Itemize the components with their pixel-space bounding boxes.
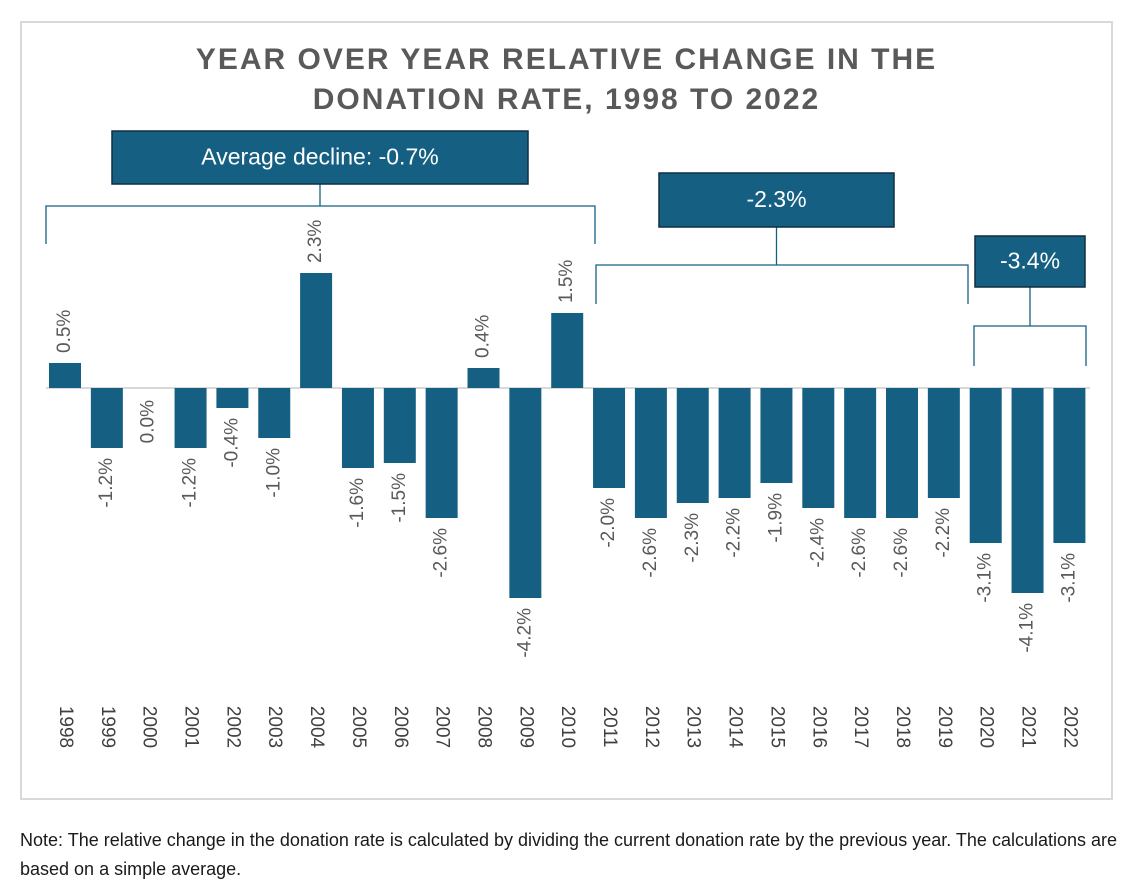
bar-2003 bbox=[258, 388, 291, 438]
bar-2007 bbox=[425, 388, 458, 518]
x-tick-label-2021: 2021 bbox=[1018, 706, 1039, 748]
bar-2020 bbox=[969, 388, 1002, 543]
x-tick-label-2022: 2022 bbox=[1059, 706, 1080, 748]
x-tick-label-2008: 2008 bbox=[473, 706, 494, 748]
data-label-2014: -2.2% bbox=[724, 508, 745, 558]
annotation-1-label: Average decline: -0.7% bbox=[201, 144, 438, 170]
x-tick-label-2010: 2010 bbox=[557, 706, 578, 748]
bar-2005 bbox=[341, 388, 374, 468]
x-tick-label-2013: 2013 bbox=[683, 706, 704, 748]
x-tick-label-2016: 2016 bbox=[808, 706, 829, 748]
annotation-3-box bbox=[974, 235, 1086, 288]
bar-2009 bbox=[509, 388, 542, 598]
x-tick-label-2007: 2007 bbox=[432, 706, 453, 748]
bar-2015 bbox=[760, 388, 793, 483]
x-tick-label-1998: 1998 bbox=[55, 706, 76, 748]
data-label-2016: -2.4% bbox=[807, 518, 828, 568]
chart-title: YEAR OVER YEAR RELATIVE CHANGE IN THE DO… bbox=[0, 40, 1133, 120]
x-tick-label-2020: 2020 bbox=[976, 706, 997, 748]
data-label-1998: 0.5% bbox=[54, 310, 75, 353]
x-tick-label-2011: 2011 bbox=[599, 707, 620, 748]
bar-chart: 0.5% 1998 -1.2% 1999 0.0% 2000 -1.2% 2001 -0.4% 2… bbox=[45, 130, 1090, 749]
bar-2021 bbox=[1011, 388, 1044, 593]
bar-2016 bbox=[802, 388, 835, 508]
bar-2014 bbox=[718, 388, 751, 498]
annotation-3-label: -3.4% bbox=[1000, 248, 1060, 274]
data-label-2018: -2.6% bbox=[891, 528, 912, 578]
bar-1999 bbox=[90, 388, 123, 448]
x-tick-label-2000: 2000 bbox=[139, 706, 160, 748]
x-tick-label-2002: 2002 bbox=[222, 706, 243, 748]
x-tick-label-2001: 2001 bbox=[181, 706, 202, 748]
x-tick-label-2003: 2003 bbox=[264, 706, 285, 748]
data-label-2015: -1.9% bbox=[765, 493, 786, 543]
x-tick-label-2012: 2012 bbox=[641, 706, 662, 748]
bar-2004 bbox=[300, 273, 333, 388]
data-label-2007: -2.6% bbox=[431, 528, 452, 578]
x-tick-label-2015: 2015 bbox=[766, 706, 787, 748]
x-tick-label-2004: 2004 bbox=[306, 706, 327, 749]
annotation-2-label: -2.3% bbox=[746, 186, 806, 212]
bar-2011 bbox=[593, 388, 626, 488]
x-tick-label-2017: 2017 bbox=[850, 706, 871, 748]
data-label-2000: 0.0% bbox=[138, 400, 159, 443]
bar-2019 bbox=[927, 388, 960, 498]
data-label-2002: -0.4% bbox=[221, 418, 242, 468]
data-label-2013: -2.3% bbox=[682, 513, 703, 563]
data-label-2003: -1.0% bbox=[263, 448, 284, 498]
data-label-2008: 0.4% bbox=[473, 315, 494, 358]
data-label-2021: -4.1% bbox=[1017, 603, 1038, 653]
bar-2022 bbox=[1053, 388, 1086, 543]
bar-2018 bbox=[886, 388, 918, 518]
x-tick-label-1999: 1999 bbox=[97, 706, 118, 748]
data-label-2022: -3.1% bbox=[1058, 553, 1079, 603]
chart-title-line-2: DONATION RATE, 1998 TO 2022 bbox=[312, 83, 821, 116]
data-label-2019: -2.2% bbox=[933, 508, 954, 558]
chart-title-line-1: YEAR OVER YEAR RELATIVE CHANGE IN THE bbox=[195, 43, 938, 76]
bar-2006 bbox=[383, 388, 416, 463]
data-label-2005: -1.6% bbox=[347, 478, 368, 528]
bar-2017 bbox=[844, 388, 877, 518]
data-label-2011: -2.0% bbox=[598, 498, 619, 548]
bar-2008 bbox=[467, 368, 500, 388]
data-label-2017: -2.6% bbox=[849, 528, 870, 578]
x-tick-label-2014: 2014 bbox=[725, 706, 746, 749]
bar-2010 bbox=[551, 313, 584, 388]
data-label-2020: -3.1% bbox=[975, 553, 996, 603]
annotation-2-bracket bbox=[595, 264, 969, 304]
data-label-2010: 1.5% bbox=[556, 260, 577, 303]
data-label-2006: -1.5% bbox=[389, 473, 410, 523]
annotation-2-box bbox=[658, 172, 895, 228]
footnote: Note: The relative change in the donatio… bbox=[20, 830, 1118, 879]
bar-2012 bbox=[634, 388, 667, 518]
data-label-1999: -1.2% bbox=[96, 458, 117, 508]
bar-1998 bbox=[49, 363, 81, 388]
data-label-2001: -1.2% bbox=[180, 458, 201, 508]
data-label-2009: -4.2% bbox=[514, 608, 535, 658]
bar-2002 bbox=[216, 388, 249, 408]
x-tick-label-2018: 2018 bbox=[892, 706, 913, 748]
data-label-2004: 2.3% bbox=[305, 220, 326, 263]
annotation-1-box bbox=[111, 130, 529, 185]
data-label-2012: -2.6% bbox=[640, 528, 661, 578]
x-tick-label-2009: 2009 bbox=[515, 706, 536, 748]
annotation-3-bracket bbox=[973, 325, 1087, 366]
x-tick-label-2005: 2005 bbox=[348, 706, 369, 748]
x-tick-label-2006: 2006 bbox=[390, 706, 411, 748]
bar-2001 bbox=[174, 388, 207, 448]
x-tick-label-2019: 2019 bbox=[934, 706, 955, 748]
bar-2013 bbox=[676, 388, 709, 503]
